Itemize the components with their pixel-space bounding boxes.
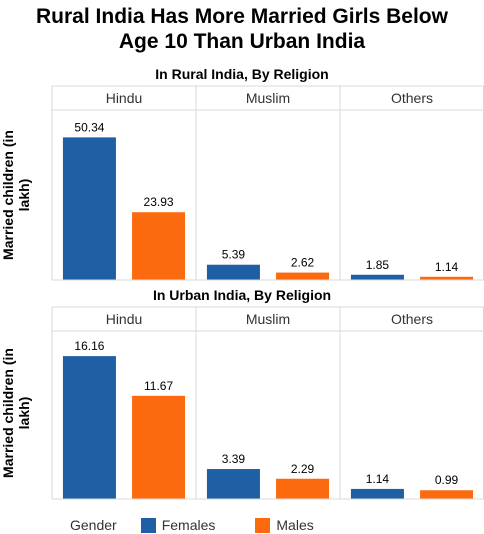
data-label-urban-muslim-females: 3.39 [222,452,246,466]
legend: Gender Females Males [70,515,354,534]
data-label-rural-others-females: 1.85 [366,258,390,272]
data-label-rural-hindu-males: 23.93 [144,195,174,209]
facet-label-urban-hindu: Hindu [106,311,143,327]
bar-urban-hindu-males [132,395,186,499]
data-label-urban-hindu-females: 16.16 [74,339,104,353]
bar-urban-hindu-females [62,356,116,499]
facet-label-urban-others: Others [391,311,433,327]
legend-item-females: Females [140,517,216,533]
facet-label-rural-others: Others [391,90,433,106]
chart-title: Rural India Has More Married Girls Below… [0,4,484,54]
data-label-urban-others-males: 0.99 [435,473,459,487]
bar-rural-hindu-males [132,212,186,280]
strip-bg-urban-others [340,307,484,331]
bar-urban-others-females [350,488,404,499]
facet-label-urban-muslim: Muslim [246,311,290,327]
data-label-urban-others-females: 1.14 [366,472,390,486]
bar-rural-muslim-females [206,264,260,280]
facet-label-rural-muslim: Muslim [246,90,290,106]
strip-bg-rural-others [340,86,484,110]
strip-bg-rural-muslim [196,86,340,110]
panel-title-rural: In Rural India, By Religion [155,66,328,82]
data-label-urban-muslim-males: 2.29 [291,462,315,476]
legend-item-males: Males [255,517,314,533]
bar-rural-others-females [350,274,404,280]
legend-label-females: Females [161,517,216,533]
data-label-rural-muslim-females: 5.39 [222,248,246,262]
data-label-rural-muslim-males: 2.62 [291,256,315,270]
chart-title-line-2: Age 10 Than Urban India [118,30,366,53]
strip-bg-urban-hindu [52,307,196,331]
legend-swatch-females [140,517,156,533]
strip-bg-urban-muslim [196,307,340,331]
data-label-rural-hindu-females: 50.34 [74,120,104,134]
legend-swatch-males [255,517,271,533]
bar-urban-muslim-males [276,478,330,499]
bar-urban-muslim-females [206,469,260,499]
bar-rural-hindu-females [62,137,116,280]
y-axis-label-rural: Married children (inlakh) [0,130,32,260]
legend-title: Gender [70,517,117,533]
panel-title-urban: In Urban India, By Religion [153,287,331,303]
legend-label-males: Males [276,517,314,533]
y-axis-label-urban: Married children (inlakh) [0,348,32,478]
data-label-urban-hindu-males: 11.67 [144,379,173,393]
chart-title-line-1: Rural India Has More Married Girls Below [36,5,448,28]
facet-label-rural-hindu: Hindu [106,90,143,106]
data-label-rural-others-males: 1.14 [435,260,459,274]
bar-urban-others-males [420,490,474,499]
bar-rural-others-males [420,276,474,280]
strip-bg-rural-hindu [52,86,196,110]
bar-rural-muslim-males [276,272,330,280]
